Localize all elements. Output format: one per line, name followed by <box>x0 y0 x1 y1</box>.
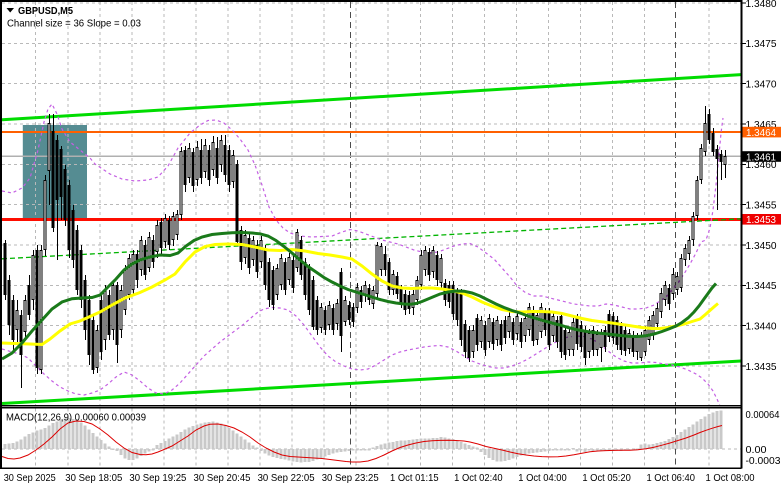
svg-text:1.3464: 1.3464 <box>746 127 776 139</box>
svg-text:1.3475: 1.3475 <box>746 38 777 50</box>
svg-text:-0.0003: -0.0003 <box>746 455 781 467</box>
svg-text:1.3470: 1.3470 <box>746 79 777 91</box>
svg-text:30 Sep 18:05: 30 Sep 18:05 <box>65 472 122 484</box>
svg-text:0.00: 0.00 <box>746 444 767 456</box>
svg-text:1.3480: 1.3480 <box>746 0 777 10</box>
svg-text:30 Sep 22:05: 30 Sep 22:05 <box>258 472 315 484</box>
svg-text:1 Oct 08:00: 1 Oct 08:00 <box>706 472 755 484</box>
svg-text:1 Oct 06:40: 1 Oct 06:40 <box>646 472 695 484</box>
svg-text:1.3453: 1.3453 <box>746 214 776 226</box>
svg-text:1 Oct 04:00: 1 Oct 04:00 <box>518 472 567 484</box>
svg-text:30 Sep 20:45: 30 Sep 20:45 <box>194 472 251 484</box>
svg-text:30 Sep 23:25: 30 Sep 23:25 <box>322 472 379 484</box>
svg-text:1.3445: 1.3445 <box>746 280 777 292</box>
svg-text:1.3460: 1.3460 <box>746 159 777 171</box>
svg-text:1 Oct 01:15: 1 Oct 01:15 <box>390 472 439 484</box>
svg-text:0.00064: 0.00064 <box>746 409 780 421</box>
svg-text:30 Sep 19:25: 30 Sep 19:25 <box>129 472 186 484</box>
svg-text:1.3461: 1.3461 <box>746 151 776 163</box>
svg-text:GBPUSD,M5: GBPUSD,M5 <box>18 5 73 17</box>
svg-text:1 Oct 05:20: 1 Oct 05:20 <box>582 472 631 484</box>
svg-text:1.3450: 1.3450 <box>746 240 777 252</box>
svg-text:30 Sep 2025: 30 Sep 2025 <box>4 472 56 484</box>
svg-text:Channel size = 36 Slope = 0.03: Channel size = 36 Slope = 0.03 <box>7 18 141 30</box>
svg-text:1 Oct 02:40: 1 Oct 02:40 <box>454 472 503 484</box>
svg-text:1.3435: 1.3435 <box>746 361 777 373</box>
svg-text:1.3440: 1.3440 <box>746 321 777 333</box>
svg-text:1.3455: 1.3455 <box>746 200 777 212</box>
svg-text:MACD(12,26,9) 0.00060 0.00039: MACD(12,26,9) 0.00060 0.00039 <box>6 412 146 424</box>
